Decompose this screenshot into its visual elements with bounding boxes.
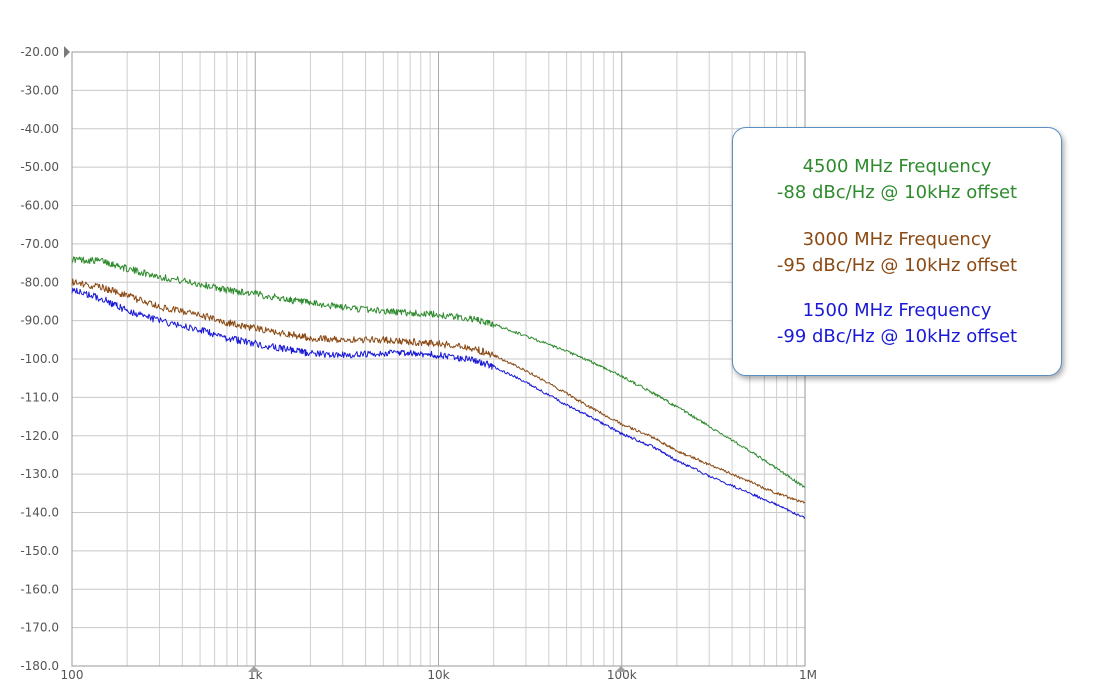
x-tick-label: 1M [799,668,817,682]
legend-series-annotation: -95 dBc/Hz @ 10kHz offset [776,255,1018,276]
y-tick-label: -150.0 [20,544,59,558]
y-tick-label: -60.00 [20,199,59,213]
series-line-4500 [71,256,806,488]
y-tick-label: -140.0 [20,506,59,520]
legend-series-name: 1500 MHz Frequency [802,300,992,321]
data-series [71,256,806,519]
x-axis-marker-100k-icon [615,666,627,672]
y-tick-label: -70.00 [20,237,59,251]
legend-entry-4500: 4500 MHz Frequency -88 dBc/Hz @ 10kHz of… [733,154,1061,206]
legend-series-annotation: -88 dBc/Hz @ 10kHz offset [776,182,1018,203]
y-axis-marker-icon [64,46,70,58]
y-tick-label: -40.00 [20,122,59,136]
series-line-1500 [71,287,805,519]
y-tick-label: -110.0 [20,390,59,404]
y-tick-label: -50.00 [20,160,59,174]
y-axis-ticks: -20.00 -30.00 -40.00 -50.00 -60.00 -70.00 -80.… [20,45,59,673]
y-tick-label: -170.0 [20,621,59,635]
y-tick-label: -80.00 [20,275,59,289]
y-tick-label: -100.0 [20,352,59,366]
y-tick-label: -160.0 [20,582,59,596]
x-tick-label: 100k [607,668,637,682]
y-tick-label: -90.00 [20,314,59,328]
x-tick-label: 10k [427,668,449,682]
plot-grid [71,51,805,667]
x-tick-label: 100 [61,668,84,682]
legend-entry-3000: 3000 MHz Frequency -95 dBc/Hz @ 10kHz of… [733,227,1061,279]
y-tick-label: -120.0 [20,429,59,443]
x-axis-marker-1k-icon [248,666,260,672]
y-tick-label: -180.0 [20,659,59,673]
legend-series-name: 3000 MHz Frequency [802,229,992,250]
y-tick-label: -30.00 [20,83,59,97]
legend-box: 4500 MHz Frequency -88 dBc/Hz @ 10kHz of… [732,127,1062,376]
x-axis-ticks: 100 1k 10k 100k 1M [61,668,817,682]
legend-series-name: 4500 MHz Frequency [802,156,992,177]
legend-entry-1500: 1500 MHz Frequency -99 dBc/Hz @ 10kHz of… [733,298,1061,350]
y-tick-label: -130.0 [20,467,59,481]
series-line-3000 [71,278,806,504]
legend-series-annotation: -99 dBc/Hz @ 10kHz offset [776,326,1018,347]
y-tick-label: -20.00 [20,45,59,59]
